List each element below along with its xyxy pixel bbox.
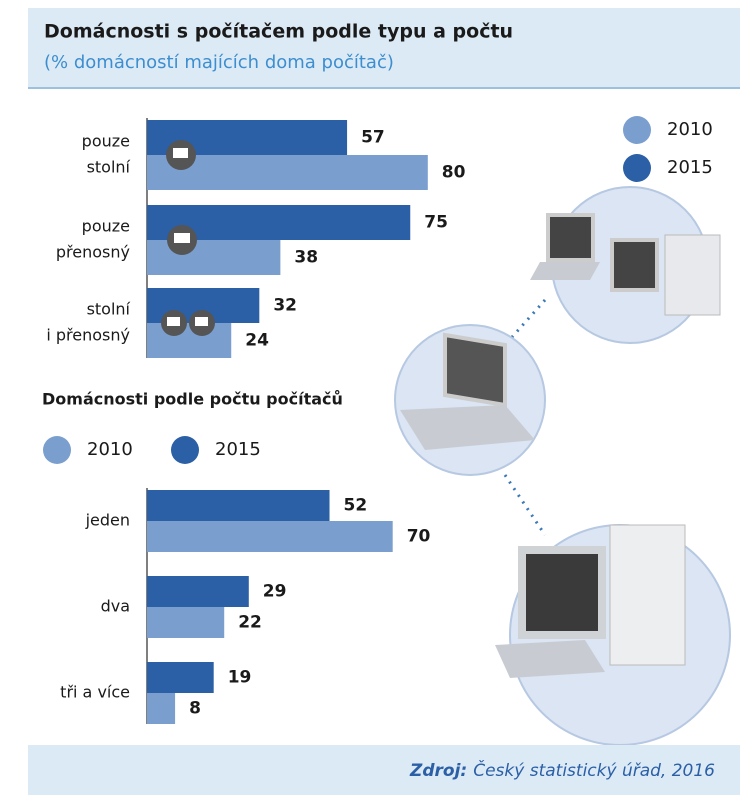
value-label: 32 xyxy=(273,296,297,316)
legend-swatch xyxy=(43,436,71,464)
value-label: 57 xyxy=(361,128,385,148)
bar xyxy=(147,576,249,607)
value-label: 19 xyxy=(228,668,252,688)
bar xyxy=(147,521,393,552)
category-label: stolní xyxy=(87,158,131,177)
category-label: pouze xyxy=(82,132,130,151)
category-label: dva xyxy=(101,597,130,616)
category-label: i přenosný xyxy=(46,326,130,345)
bar-icons xyxy=(161,140,215,336)
header-band xyxy=(28,8,740,88)
value-label: 38 xyxy=(294,248,318,268)
legend-swatch xyxy=(623,154,651,182)
legend-label: 2010 xyxy=(87,439,133,460)
category-label: tři a více xyxy=(60,683,130,702)
value-label: 70 xyxy=(407,527,431,547)
source: Zdroj: Český statistický úřad, 2016 xyxy=(409,759,715,781)
bar xyxy=(147,323,232,358)
legend-label: 2015 xyxy=(215,439,261,460)
illustration xyxy=(394,186,731,746)
bar xyxy=(147,490,330,521)
category-label: stolní xyxy=(87,300,131,319)
value-label: 75 xyxy=(424,213,448,233)
value-label: 29 xyxy=(263,582,287,602)
value-label: 80 xyxy=(442,163,466,183)
source-text: Český statistický úřad, 2016 xyxy=(473,759,715,781)
footer-band xyxy=(28,745,740,795)
title: Domácnosti s počítačem podle typu a počt… xyxy=(44,21,513,43)
category-label: jeden xyxy=(85,511,130,530)
bar xyxy=(147,240,281,275)
chart-title: Domácnosti podle počtu počítačů xyxy=(42,390,343,409)
legend-swatch xyxy=(623,116,651,144)
category-label: přenosný xyxy=(56,243,130,262)
bar xyxy=(147,662,214,693)
category-label: pouze xyxy=(82,217,130,236)
value-label: 52 xyxy=(344,496,368,516)
source-label: Zdroj: xyxy=(409,761,467,781)
value-label: 22 xyxy=(238,613,262,633)
bar xyxy=(147,607,225,638)
bar xyxy=(147,693,176,724)
value-label: 8 xyxy=(189,699,201,719)
subtitle: (% domácností majících doma počítač) xyxy=(44,52,394,73)
legend-swatch xyxy=(171,436,199,464)
legend-label: 2015 xyxy=(667,157,713,178)
legend-label: 2010 xyxy=(667,119,713,140)
value-label: 24 xyxy=(245,331,269,351)
